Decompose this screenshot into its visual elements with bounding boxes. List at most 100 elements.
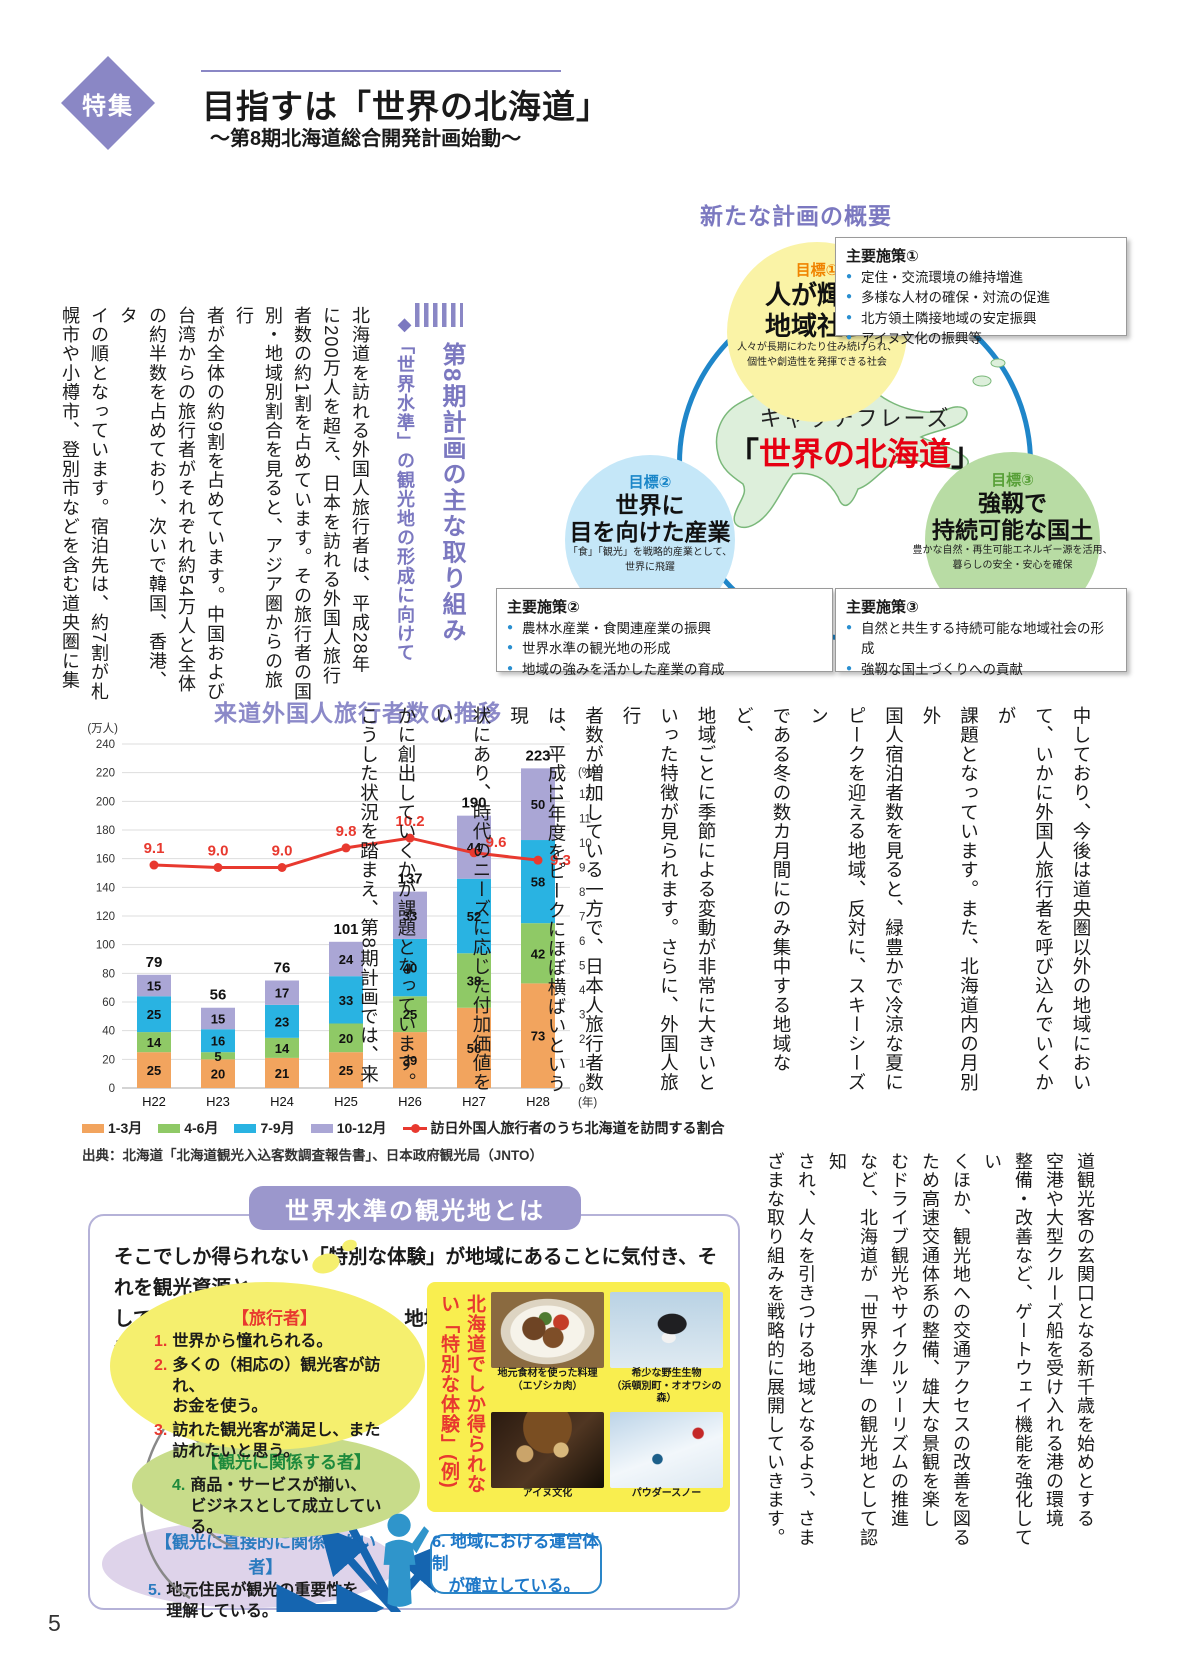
- svg-text:9.0: 9.0: [272, 843, 293, 860]
- plan-overview-diagram: 新たな計画の概要 キャッチフレーズ 「世界の北海道」 目標① 人が輝く 地域社会…: [488, 195, 1148, 700]
- policy-box-2-title: 主要施策②: [507, 599, 580, 616]
- svg-text:73: 73: [531, 1029, 545, 1044]
- svg-text:8: 8: [579, 887, 585, 899]
- policy-box-1-title: 主要施策①: [846, 248, 919, 265]
- traveler-label: 【旅行者】: [232, 1309, 317, 1328]
- article-column: である冬の数カ月間にのみ集中する地域など、: [733, 706, 793, 1073]
- goal-1-tag: 目標①: [795, 262, 839, 279]
- photo-powder-snow: [610, 1411, 723, 1488]
- svg-text:223: 223: [525, 747, 550, 764]
- svg-text:5: 5: [579, 961, 585, 973]
- photo-cell: アイヌ文化: [491, 1411, 604, 1503]
- svg-text:H26: H26: [398, 1094, 422, 1109]
- legend-line-icon: [402, 1123, 427, 1133]
- photo-cell: 希少な野生生物 （浜頓別町・オオワシの森）: [610, 1292, 723, 1408]
- svg-text:9.0: 9.0: [208, 843, 229, 860]
- svg-text:(万人): (万人): [87, 722, 118, 735]
- article-column: 整備・改善など、ゲートウェイ機能を強化してい: [982, 1152, 1033, 1547]
- feature-badge-label: 特集: [82, 92, 134, 120]
- goal-2-desc: 「食」「観光」を戦略的産業として、 世界に飛躍: [567, 547, 733, 573]
- photo-cell: パウダースノー: [610, 1411, 723, 1503]
- svg-text:H22: H22: [142, 1094, 166, 1109]
- photo-cell: 地元食材を使った料理 （エゾシカ肉）: [491, 1292, 604, 1408]
- policy-box-2: 主要施策② 農林水産業・食関連産業の振興 世界水準の観光地の形成 地域の強みを活…: [496, 588, 833, 677]
- svg-text:140: 140: [96, 882, 115, 894]
- svg-text:180: 180: [96, 825, 115, 837]
- policy-item: 農林水産業・食関連産業の振興: [507, 619, 822, 639]
- policy-item: 地域の強みを活かした産業の育成: [507, 660, 822, 680]
- svg-text:100: 100: [96, 940, 115, 952]
- photo-caption: 地元食材を使った料理 （エゾシカ肉）: [497, 1368, 598, 1392]
- goal-3-tag: 目標③: [991, 472, 1034, 489]
- svg-text:76: 76: [274, 960, 291, 977]
- svg-text:40: 40: [403, 961, 417, 976]
- svg-text:7: 7: [579, 912, 585, 924]
- policy-item: 世界水準の観光地の形成: [507, 639, 822, 659]
- goal-3-name-line1: 強靱で: [978, 490, 1047, 516]
- goal-2-name-line2: 目を向けた産業: [569, 519, 731, 546]
- svg-text:137: 137: [397, 871, 422, 888]
- policy-item: 強靱な国土づくりへの貢献: [846, 660, 1116, 680]
- svg-text:25: 25: [147, 1007, 161, 1022]
- article-column: 道観光客の玄関口となる新千歳を始めとする: [1075, 1152, 1095, 1528]
- visitors-chart: 来道外国人旅行者数の推移 0 20 40 60 80 100 120 140 160 180 200…: [78, 694, 725, 1164]
- article-block-1: 第8期計画の主な取り組み ◆「世界水準」の観光地の形成に向けて 北海道を訪れる外…: [60, 306, 468, 704]
- legend-item: 1-3月: [82, 1118, 142, 1138]
- legend-item-line: 訪日外国人旅行者のうち北海道を訪問する割合: [402, 1118, 725, 1138]
- svg-text:10.2: 10.2: [395, 813, 424, 830]
- svg-text:0: 0: [109, 1083, 115, 1095]
- svg-text:11: 11: [579, 814, 591, 826]
- svg-text:H27: H27: [462, 1094, 486, 1109]
- svg-text:H25: H25: [334, 1094, 358, 1109]
- svg-text:15: 15: [211, 1011, 225, 1026]
- svg-text:120: 120: [96, 911, 115, 923]
- article-column: むドライブ観光やサイクルツーリズムの推進: [889, 1152, 909, 1528]
- article-block-3: 道観光客の玄関口となる新千歳を始めとする 空港や大型クルーズ船を受け入れる港の環…: [765, 1152, 1100, 1552]
- svg-text:25: 25: [403, 1007, 417, 1022]
- svg-text:25: 25: [339, 1063, 353, 1078]
- policy-item: 多様な人材の確保・対流の促進: [846, 288, 1116, 308]
- chart-legend: 1-3月 4-6月 7-9月 10-12月 訪日外国人旅行者のうち北海道を訪問する割合: [82, 1118, 725, 1138]
- svg-text:240: 240: [96, 739, 115, 751]
- chart-canvas: 0204060801001201401601802002202400123456…: [87, 722, 597, 1109]
- page-title: 目指すは「世界の北海道」: [202, 88, 610, 125]
- article-column: ピークを迎える地域、反対に、スキーシーズン: [808, 706, 868, 1092]
- svg-text:10: 10: [579, 838, 592, 850]
- traveler-item: 2. 多くの（相応の）観光客が訪れ、 お金を使う。: [154, 1356, 381, 1416]
- catchphrase: 「世界の北海道」: [690, 429, 1020, 475]
- svg-text:H24: H24: [270, 1094, 294, 1109]
- svg-text:79: 79: [146, 954, 163, 971]
- svg-text:0: 0: [579, 1083, 585, 1095]
- article-column: ため高速交通体系の整備、雄大な景観を楽し: [920, 1152, 940, 1528]
- svg-text:20: 20: [102, 1054, 115, 1066]
- svg-text:58: 58: [531, 875, 545, 890]
- article-column: いった特徴が見られます。さらに、外国人旅行: [621, 706, 680, 1092]
- svg-text:H23: H23: [206, 1094, 230, 1109]
- article-column: ざまな取り組みを戦略的に展開していきます。: [765, 1152, 785, 1547]
- management-box: 6. 地域における運営体制 が確立している。: [430, 1533, 602, 1595]
- article-column: され、人々を引きつける地域となるよう、さま: [796, 1152, 816, 1547]
- feature-badge: 特集: [61, 56, 155, 150]
- svg-text:38: 38: [467, 974, 481, 989]
- svg-text:160: 160: [96, 854, 115, 866]
- article-column: 空港や大型クルーズ船を受け入れる港の環境: [1044, 1152, 1064, 1528]
- goal-1-desc: 人々が長期にわたり住み続けられ、 個性や創造性を発揮できる社会: [736, 342, 898, 368]
- photo-caption: アイヌ文化: [522, 1487, 573, 1499]
- legend-item: 4-6月: [158, 1118, 218, 1138]
- article-column: の約半数を占めており、次いで韓国、香港、タ: [118, 306, 167, 690]
- policy-item: 定住・交流環境の維持増進: [846, 268, 1116, 288]
- svg-text:39: 39: [403, 1053, 417, 1068]
- svg-text:6: 6: [579, 936, 585, 948]
- svg-text:9.8: 9.8: [336, 823, 357, 840]
- svg-text:H28: H28: [526, 1094, 550, 1109]
- svg-text:3: 3: [579, 1010, 585, 1022]
- svg-text:23: 23: [275, 1014, 289, 1029]
- legend-swatch-icon: [234, 1123, 257, 1133]
- goal-2-tag: 目標②: [628, 474, 672, 491]
- legend-swatch-icon: [82, 1123, 104, 1133]
- svg-text:9: 9: [579, 863, 585, 875]
- article-column: 状にあり、時代のニーズに応じた付加価値をい: [433, 706, 493, 1092]
- svg-text:200: 200: [96, 796, 115, 808]
- article-column: 者が全体の約9割を占めています。中国および: [205, 306, 225, 702]
- article-column: 幌市や小樽市、登別市などを含む道央圏に集: [60, 306, 80, 690]
